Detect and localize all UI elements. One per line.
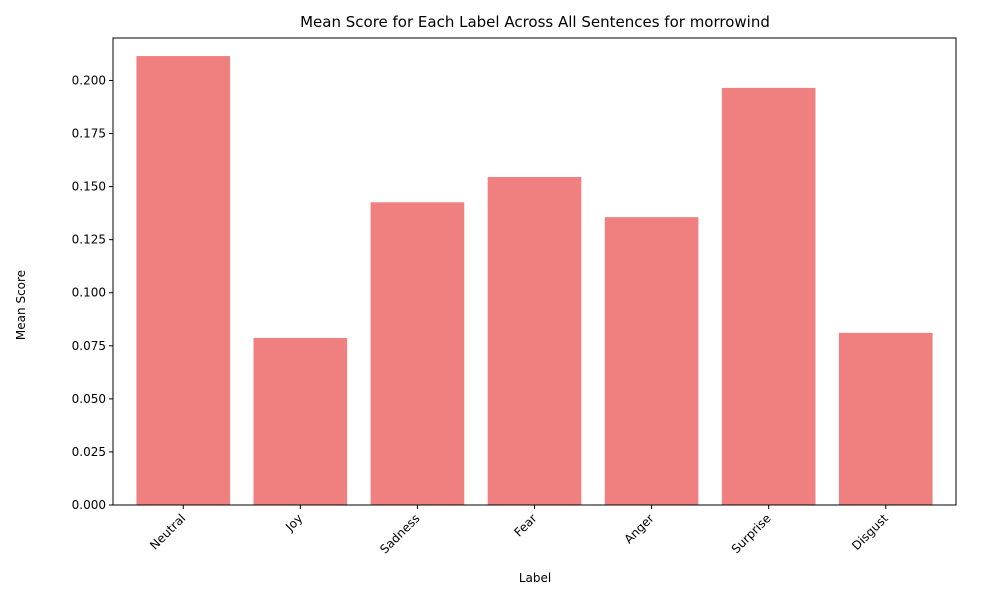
x-tick-label-neutral: Neutral — [147, 511, 188, 552]
bar-fear — [487, 177, 582, 506]
y-tick-label: 0.000 — [72, 498, 106, 512]
x-tick-label-anger: Anger — [622, 511, 657, 546]
y-tick-label: 0.050 — [72, 392, 106, 406]
y-tick-label: 0.025 — [72, 445, 106, 459]
y-tick-label: 0.200 — [72, 73, 106, 87]
bar-anger — [604, 217, 699, 505]
bar-joy — [253, 337, 348, 505]
y-tick-label: 0.125 — [72, 233, 106, 247]
y-tick-label: 0.150 — [72, 180, 106, 194]
chart-title: Mean Score for Each Label Across All Sen… — [300, 13, 770, 31]
y-tick-label: 0.100 — [72, 286, 106, 300]
x-axis-label: Label — [519, 571, 551, 585]
y-tick-label: 0.175 — [72, 127, 106, 141]
y-axis-label: Mean Score — [14, 270, 28, 340]
y-tick-label: 0.075 — [72, 339, 106, 353]
x-tick-label-joy: Joy — [282, 511, 305, 534]
bar-neutral — [136, 56, 231, 505]
x-tick-label-sadness: Sadness — [377, 511, 422, 556]
bar-sadness — [370, 202, 465, 506]
y-axis-ticks: 0.000 0.025 0.050 0.075 0.100 0.125 0.150 0.175… — [72, 73, 113, 512]
bar-surprise — [721, 87, 816, 505]
bars-group — [136, 56, 933, 506]
bar-disgust — [838, 332, 933, 505]
x-tick-label-disgust: Disgust — [849, 511, 891, 553]
x-tick-label-fear: Fear — [511, 511, 539, 539]
x-axis-ticks: Neutral Joy Sadness Fear Anger Surprise Disgus… — [147, 505, 891, 557]
x-tick-label-surprise: Surprise — [729, 511, 774, 556]
